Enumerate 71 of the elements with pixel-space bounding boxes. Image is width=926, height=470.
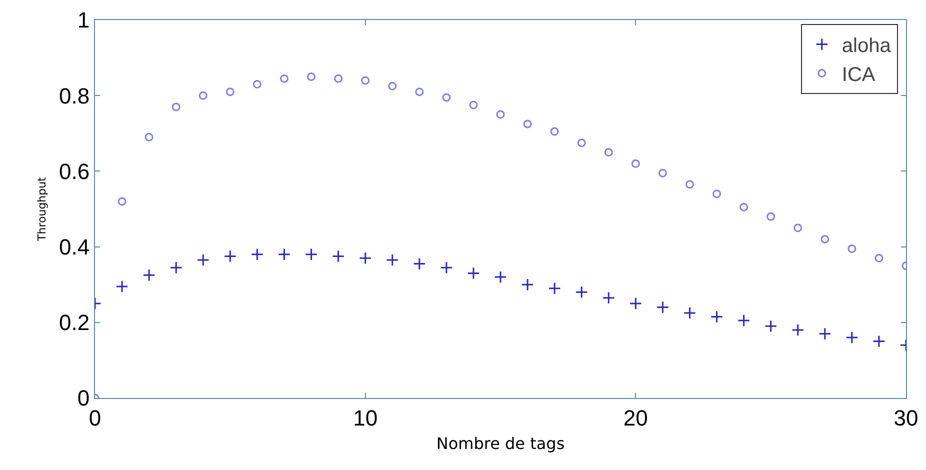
point [172, 102, 180, 112]
point [334, 74, 343, 83]
point [846, 331, 858, 344]
y-tick-label: 1 [77, 8, 90, 33]
point [386, 254, 399, 266]
point [712, 190, 722, 198]
y-tick-label: 0.4 [59, 234, 90, 260]
point [683, 306, 696, 320]
point [467, 266, 480, 280]
point [575, 286, 588, 299]
point [198, 91, 208, 100]
legend-label: ICA [842, 64, 876, 86]
y-tick-label: 0.2 [59, 310, 90, 336]
point [656, 300, 670, 314]
point [685, 180, 694, 189]
point [874, 254, 884, 262]
point [818, 327, 832, 340]
y-tick-label: 0.8 [59, 83, 90, 108]
point [521, 278, 534, 291]
point [224, 250, 237, 263]
point [252, 80, 262, 89]
point [332, 250, 345, 263]
y-tick-label: 0.6 [59, 158, 90, 184]
point [764, 320, 778, 333]
point [737, 314, 750, 327]
point [116, 280, 128, 293]
point [792, 324, 804, 336]
point [278, 248, 291, 261]
point [413, 257, 426, 270]
point [710, 310, 724, 324]
point [440, 261, 453, 274]
point [118, 197, 126, 206]
point [658, 168, 667, 178]
point [494, 270, 507, 284]
point [766, 212, 776, 221]
point [740, 202, 748, 212]
point [415, 88, 424, 96]
y-tick-label: 0 [77, 386, 90, 411]
point [548, 282, 561, 295]
x-tick-label: 20 [623, 405, 648, 430]
point [442, 93, 451, 102]
point [848, 244, 856, 253]
point [496, 110, 505, 119]
legend-label: aloha [842, 35, 892, 58]
point [604, 148, 613, 157]
x-tick-label: 30 [894, 405, 918, 430]
point [280, 74, 288, 83]
point [872, 334, 886, 348]
point [523, 120, 532, 128]
point [631, 159, 640, 168]
point [358, 252, 372, 264]
point [469, 100, 478, 110]
point [794, 224, 802, 232]
point [142, 268, 156, 282]
point [361, 76, 370, 85]
point [307, 72, 316, 81]
point [577, 138, 586, 148]
x-tick-label: 10 [353, 405, 378, 430]
point [196, 254, 210, 266]
point [144, 132, 154, 142]
point [226, 88, 234, 96]
point [820, 234, 830, 244]
point [304, 248, 318, 261]
point [250, 248, 264, 261]
point [170, 261, 182, 274]
point [629, 297, 642, 310]
point [388, 82, 397, 90]
point [550, 127, 559, 136]
point [602, 291, 615, 304]
y-axis-title: Throughput [36, 176, 49, 242]
x-axis-title: Nombre de tags [436, 434, 565, 454]
